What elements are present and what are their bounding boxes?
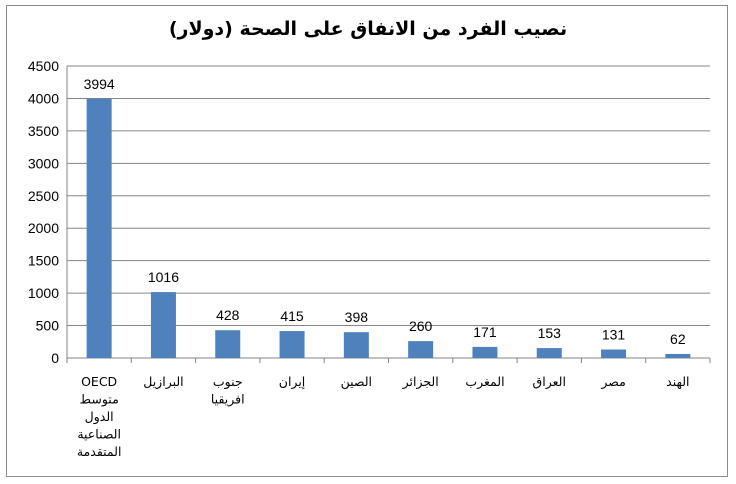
bar [279, 331, 305, 358]
y-tick-label: 3500 [28, 123, 59, 139]
y-tick-label: 2000 [28, 220, 59, 236]
y-tick-label: 0 [51, 350, 59, 366]
bar [472, 346, 498, 358]
bar [408, 341, 434, 358]
category-label: الجزائر [402, 374, 439, 390]
y-tick-label: 4000 [28, 90, 59, 106]
category-label: الدول [85, 409, 114, 425]
category-label: الصين [341, 374, 372, 390]
data-label: 260 [409, 318, 433, 334]
chart-frame [6, 5, 728, 477]
data-label: 415 [280, 308, 304, 324]
bar [86, 98, 112, 359]
data-label: 62 [670, 331, 686, 347]
bar [536, 348, 562, 358]
data-label: 428 [216, 307, 240, 323]
category-label: جنوب [213, 374, 243, 390]
category-label: OECD [81, 374, 117, 389]
chart-title: نصيب الفرد من الانفاق على الصحة (دولار) [168, 18, 568, 40]
bar [343, 332, 369, 358]
category-label: المغرب [465, 374, 504, 390]
category-label: الصناعية [77, 427, 121, 442]
category-label: المتقدمة [77, 444, 122, 459]
category-label: متوسط [80, 392, 119, 408]
data-label: 3994 [84, 76, 115, 92]
y-tick-label: 4500 [28, 58, 59, 74]
category-label: العراق [533, 374, 566, 390]
y-tick-label: 1000 [28, 285, 59, 301]
y-tick-label: 2500 [28, 188, 59, 204]
category-label: مصر [600, 374, 625, 390]
category-label: الهند [666, 374, 689, 390]
y-tick-label: 500 [36, 318, 60, 334]
bar [215, 330, 241, 358]
data-label: 153 [538, 325, 562, 341]
data-label: 171 [473, 324, 497, 340]
category-label: إيران [279, 374, 306, 390]
category-label: افريقيا [211, 392, 245, 408]
bar [601, 349, 627, 358]
data-label: 398 [345, 309, 369, 325]
data-label: 131 [602, 326, 626, 342]
data-label: 1016 [148, 269, 179, 285]
y-tick-label: 1500 [28, 253, 59, 269]
category-label: البرازيل [143, 374, 183, 390]
y-tick-label: 3000 [28, 155, 59, 171]
bar [665, 353, 691, 358]
bar [150, 292, 176, 358]
